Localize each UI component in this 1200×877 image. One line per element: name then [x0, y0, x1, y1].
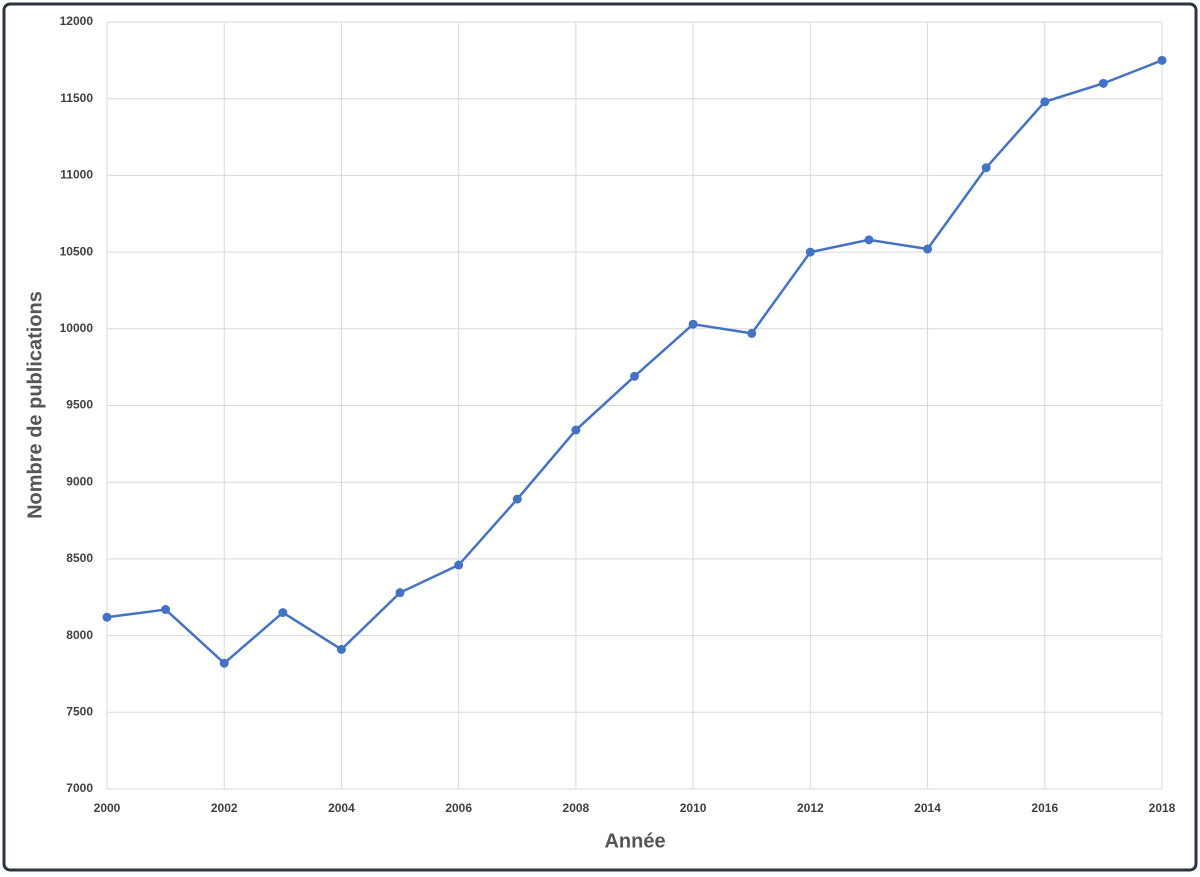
point — [1157, 55, 1167, 65]
x-tick-label: 2008 — [563, 801, 590, 815]
point — [805, 247, 815, 257]
point — [747, 328, 757, 338]
x-tick-label: 2010 — [680, 801, 707, 815]
point — [571, 425, 581, 435]
point — [395, 588, 405, 598]
y-tick-label: 12000 — [60, 14, 94, 28]
point — [1098, 78, 1108, 88]
point — [1040, 97, 1050, 107]
y-axis-label: Nombre de publications — [24, 291, 46, 519]
y-tick-label: 10000 — [60, 321, 94, 335]
x-tick-label: 2006 — [445, 801, 472, 815]
x-axis-label: Année — [604, 830, 665, 852]
point — [161, 605, 171, 615]
point — [278, 608, 288, 618]
x-tick-label: 2000 — [94, 801, 121, 815]
y-tick-label: 7500 — [66, 704, 93, 718]
y-tick-label: 10500 — [60, 244, 94, 258]
x-tick-label: 2002 — [211, 801, 238, 815]
y-tick-label: 9500 — [66, 398, 93, 412]
x-tick-label: 2018 — [1149, 801, 1176, 815]
y-tick-label: 11000 — [60, 168, 93, 182]
point — [981, 163, 991, 173]
point — [688, 319, 698, 329]
x-tick-label: 2016 — [1031, 801, 1058, 815]
point — [336, 644, 346, 654]
x-tick-label: 2014 — [914, 801, 941, 815]
x-tick-label: 2012 — [797, 801, 824, 815]
point — [923, 244, 933, 254]
point — [864, 235, 874, 245]
y-tick-label: 9000 — [66, 474, 93, 488]
point — [454, 560, 464, 570]
x-tick-label: 2004 — [328, 801, 355, 815]
point — [219, 658, 229, 668]
y-tick-label: 7000 — [66, 781, 93, 795]
point — [512, 494, 522, 504]
point — [630, 371, 639, 381]
y-tick-label: 8000 — [66, 628, 93, 642]
y-tick-label: 11500 — [60, 91, 93, 105]
y-tick-label: 8500 — [66, 551, 93, 565]
point — [102, 612, 112, 622]
